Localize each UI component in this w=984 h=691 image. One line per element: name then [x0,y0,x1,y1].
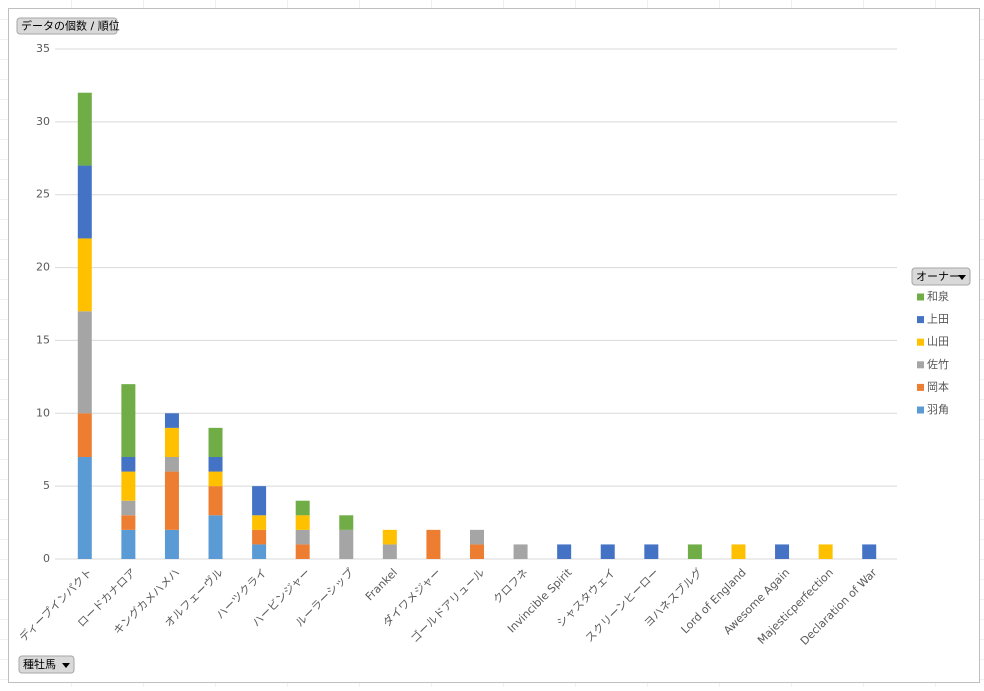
bar-segment [121,384,136,457]
bar-segment [208,471,223,487]
y-tick-label: 10 [36,406,50,419]
bar-segment [470,529,484,545]
bar-segment [339,529,354,559]
bar-segment [208,427,223,457]
legend-label: 山田 [927,335,949,348]
bar-segment [77,92,92,166]
bar-segment [252,529,267,545]
chart-area [8,8,980,683]
bar-segment [557,544,572,559]
y-tick-label: 5 [43,479,50,492]
bar-segment [164,413,179,428]
legend-label: 羽角 [927,403,949,416]
bar-segment [644,544,659,559]
y-tick-label: 30 [36,115,50,128]
bar-segment [164,457,179,472]
legend-label: 和泉 [927,289,949,303]
dropdown-arrow [62,663,70,668]
y-tick-label: 20 [36,261,50,274]
value-field-button[interactable] [16,17,118,35]
legend-swatch [917,383,924,391]
legend-label: 上田 [927,313,949,326]
legend-swatch [917,361,924,369]
legend-title: オーナー [916,270,960,283]
bar-segment [426,529,441,559]
axis-field-button[interactable] [18,655,75,674]
bar-segment [77,165,92,239]
bar-segment [121,457,136,472]
legend-swatch [917,316,924,324]
bar-segment [775,544,790,559]
bar-segment [164,529,179,559]
legend-swatch [917,293,924,301]
bar-segment [470,544,484,559]
bar-segment [208,515,223,559]
bar-segment [252,486,267,516]
legend-label: 岡本 [927,379,949,393]
bar-segment [208,486,223,516]
bar-segment [600,544,615,559]
bar-segment [687,544,702,559]
bar-segment [295,544,310,559]
bar-segment [818,544,833,559]
bar-segment [295,529,310,545]
y-tick-label: 25 [36,188,50,201]
bar-segment [252,544,267,559]
y-tick-label: 15 [36,333,50,346]
bar-segment [208,457,223,472]
bar-segment [862,544,877,559]
value-field-label: データの個数 / 順位 [21,19,120,33]
bar-segment [513,544,528,559]
legend-swatch [917,338,924,346]
legend-label: 佐竹 [927,357,949,371]
bar-segment [382,529,397,545]
bar-segment [121,471,136,501]
legend-field-button[interactable] [911,267,971,286]
bar-segment [77,311,92,414]
bar-segment [164,471,179,530]
bar-segment [77,238,92,312]
bar-segment [121,529,136,559]
bar-segment [121,500,136,516]
bar-segment [295,500,310,516]
y-tick-label: 35 [36,42,50,55]
bar-segment [731,544,746,559]
bar-segment [77,413,92,457]
bar-segment [382,544,397,559]
dropdown-arrow [958,275,966,280]
y-tick-label: 0 [43,552,50,565]
bar-segment [252,515,267,530]
bar-segment [164,427,179,457]
legend-swatch [917,406,924,414]
bar-segment [295,515,310,530]
bar-segment [121,515,136,530]
axis-field-label: 種牡馬 [23,657,56,671]
bar-segment [339,515,354,530]
bar-segment [77,457,92,559]
